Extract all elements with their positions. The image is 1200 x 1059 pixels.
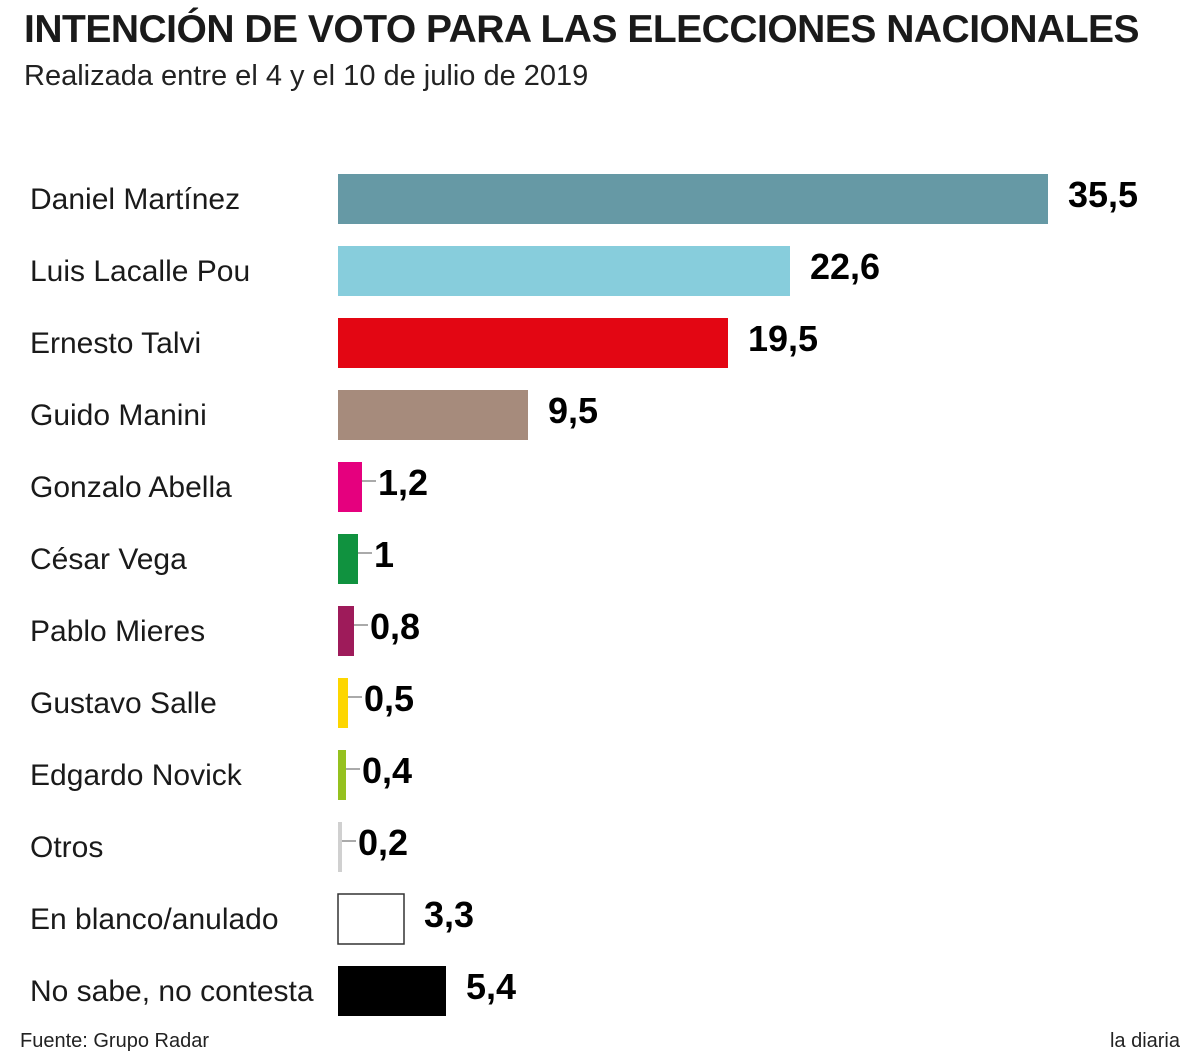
bar-daniel-martinez — [338, 174, 1048, 224]
value-label-en-blanco-anulado: 3,3 — [424, 894, 474, 935]
category-label-otros: Otros — [30, 831, 103, 864]
bar-ernesto-talvi — [338, 318, 728, 368]
bar-luis-lacalle-pou — [338, 246, 790, 296]
bar-no-sabe-no-contesta — [338, 966, 446, 1016]
value-label-guido-manini: 9,5 — [548, 390, 598, 431]
value-label-gonzalo-abella: 1,2 — [378, 462, 428, 503]
value-label-cesar-vega: 1 — [374, 534, 394, 575]
category-label-en-blanco-anulado: En blanco/anulado — [30, 903, 279, 936]
source-note: Fuente: Grupo Radar — [20, 1030, 209, 1053]
category-label-edgardo-novick: Edgardo Novick — [30, 759, 243, 792]
category-label-gustavo-salle: Gustavo Salle — [30, 687, 217, 720]
bar-en-blanco-anulado — [338, 894, 404, 944]
category-label-pablo-mieres: Pablo Mieres — [30, 615, 205, 648]
bar-edgardo-novick — [338, 750, 346, 800]
category-label-no-sabe-no-contesta: No sabe, no contesta — [30, 975, 314, 1008]
bar-chart: Daniel Martínez 35,5 Luis Lacalle Pou 22,6 E… — [0, 0, 1200, 1030]
category-label-ernesto-talvi: Ernesto Talvi — [30, 327, 201, 360]
bar-gonzalo-abella — [338, 462, 362, 512]
category-label-daniel-martinez: Daniel Martínez — [30, 183, 240, 216]
value-label-luis-lacalle-pou: 22,6 — [810, 246, 880, 287]
value-label-ernesto-talvi: 19,5 — [748, 318, 818, 359]
value-label-daniel-martinez: 35,5 — [1068, 174, 1138, 215]
category-label-luis-lacalle-pou: Luis Lacalle Pou — [30, 255, 250, 288]
category-label-cesar-vega: César Vega — [30, 543, 187, 576]
bar-cesar-vega — [338, 534, 358, 584]
value-label-gustavo-salle: 0,5 — [364, 678, 414, 719]
category-label-guido-manini: Guido Manini — [30, 399, 207, 432]
value-label-otros: 0,2 — [358, 822, 408, 863]
value-label-pablo-mieres: 0,8 — [370, 606, 420, 647]
bar-otros — [338, 822, 342, 872]
brand-logo-text: la diaria — [1110, 1030, 1180, 1053]
value-label-no-sabe-no-contesta: 5,4 — [466, 966, 516, 1007]
category-label-gonzalo-abella: Gonzalo Abella — [30, 471, 232, 504]
bar-gustavo-salle — [338, 678, 348, 728]
bar-guido-manini — [338, 390, 528, 440]
bar-pablo-mieres — [338, 606, 354, 656]
value-label-edgardo-novick: 0,4 — [362, 750, 412, 791]
